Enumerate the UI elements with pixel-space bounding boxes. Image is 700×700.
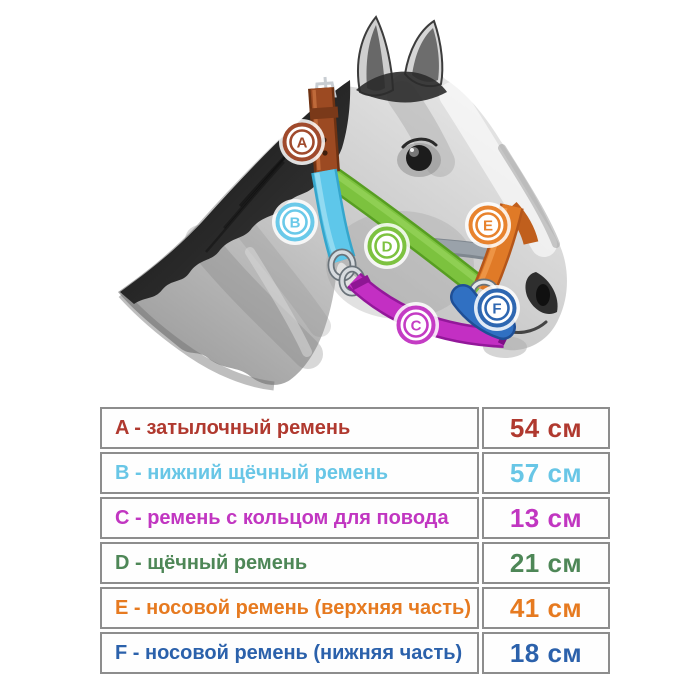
badge-inner-ring xyxy=(374,233,400,259)
measurements-table: A - затылочный ремень 54 см B - нижний щ… xyxy=(97,404,613,677)
strap-length: 21 см xyxy=(482,542,610,584)
nostril-inner xyxy=(536,284,550,306)
right-ear-inner xyxy=(412,28,439,82)
strap-b-highlight xyxy=(314,172,339,259)
badge-letter: A xyxy=(297,135,308,152)
strap-length: 57 см xyxy=(482,452,610,494)
forelock xyxy=(356,71,447,103)
table-row: C - ремень с кольцом для повода 13 см xyxy=(100,497,610,539)
left-ear-inner xyxy=(366,25,385,91)
badge-letter: C xyxy=(411,318,422,335)
badge-inner-ring xyxy=(484,295,510,321)
badge-letter: E xyxy=(483,218,493,235)
strap-label: E - носовой ремень (верхняя часть) xyxy=(100,587,479,629)
strap-label: B - нижний щёчный ремень xyxy=(100,452,479,494)
badge-a: A xyxy=(279,119,325,165)
table-row: E - носовой ремень (верхняя часть) 41 см xyxy=(100,587,610,629)
table-row: B - нижний щёчный ремень 57 см xyxy=(100,452,610,494)
strap-d-highlight xyxy=(323,164,484,287)
badge-inner-ring xyxy=(475,212,501,238)
strap-label: A - затылочный ремень xyxy=(100,407,479,449)
badge-d: D xyxy=(364,223,410,269)
eye xyxy=(406,145,432,171)
table-row: F - носовой ремень (нижняя часть) 18 см xyxy=(100,632,610,674)
badge-e: E xyxy=(465,202,511,248)
strap-c-keeper xyxy=(350,274,371,291)
badge-layer: A B C D E F xyxy=(272,119,520,348)
strap-length: 13 см xyxy=(482,497,610,539)
badge-letter: D xyxy=(382,239,393,256)
badge-inner-ring xyxy=(289,129,315,155)
strap-a-hole xyxy=(322,150,328,156)
strap-d-cheek xyxy=(316,162,486,296)
eyelid xyxy=(401,137,438,149)
badge-c: C xyxy=(393,302,439,348)
mouth-line xyxy=(510,320,548,334)
strap-a-crown xyxy=(310,87,338,173)
table-row: A - затылочный ремень 54 см xyxy=(100,407,610,449)
strap-length: 18 см xyxy=(482,632,610,674)
badge-b: B xyxy=(272,199,318,245)
badge-inner-ring xyxy=(403,312,429,338)
neck-highlight xyxy=(245,247,312,357)
mane-streak xyxy=(205,161,285,253)
badge-letter: B xyxy=(290,215,301,232)
strap-length: 41 см xyxy=(482,587,610,629)
strap-length: 54 см xyxy=(482,407,610,449)
strap-label: D - щёчный ремень xyxy=(100,542,479,584)
table-row: D - щёчный ремень 21 см xyxy=(100,542,610,584)
badge-f: F xyxy=(474,285,520,331)
strap-label: F - носовой ремень (нижняя часть) xyxy=(100,632,479,674)
badge-letter: F xyxy=(492,301,501,318)
strap-label: C - ремень с кольцом для повода xyxy=(100,497,479,539)
neck-bottom-shadow xyxy=(118,290,275,391)
strap-a-keeper xyxy=(309,106,339,120)
badge-inner-ring xyxy=(282,209,308,235)
eye-iris xyxy=(409,147,419,157)
horse-halter-diagram: A B C D E F xyxy=(118,15,567,391)
face-edge-shadow xyxy=(498,144,560,248)
eye-glint xyxy=(410,148,414,152)
